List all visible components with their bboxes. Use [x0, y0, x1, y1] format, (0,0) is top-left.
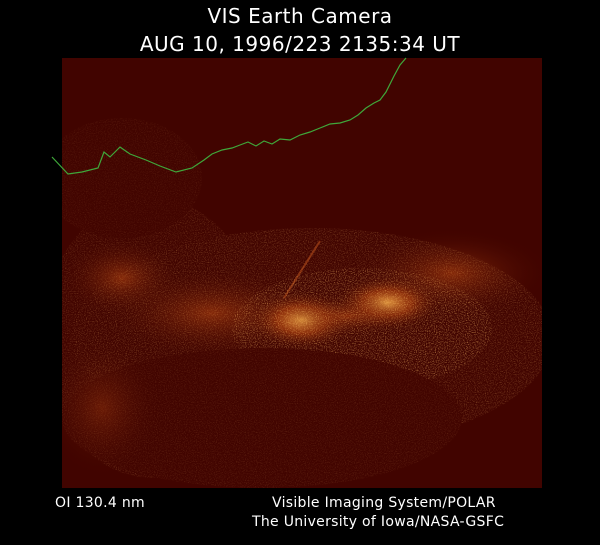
aurora-image-svg — [62, 58, 542, 488]
earth-camera-image — [62, 58, 542, 488]
filter-wavelength-label: OI 130.4 nm — [55, 495, 145, 511]
image-timestamp: AUG 10, 1996/223 2135:34 UT — [139, 32, 461, 56]
instrument-credit: Visible Imaging System/POLAR — [272, 495, 496, 511]
institution-credit: The University of Iowa/NASA-GSFC — [252, 514, 505, 530]
image-grain — [62, 58, 542, 488]
image-title: VIS Earth Camera — [207, 4, 393, 28]
